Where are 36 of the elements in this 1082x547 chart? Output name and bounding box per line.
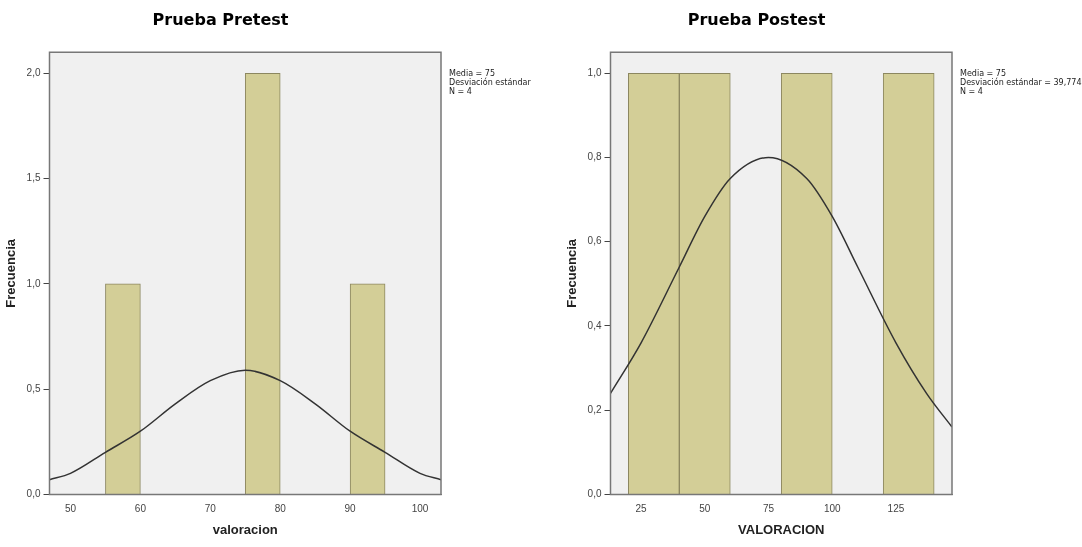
y-tick-label: 0,4 — [587, 319, 602, 331]
x-tick-label: 100 — [823, 503, 841, 515]
line-series — [49, 369, 441, 481]
y-tick-label: 0,0 — [587, 488, 602, 500]
chart-title: Prueba Pretest — [152, 9, 289, 29]
y-tick-label: 0,8 — [587, 151, 602, 163]
x-tick-label: 60 — [134, 503, 147, 515]
x-tick-label: 50 — [64, 503, 77, 515]
x-tick-label: 90 — [344, 503, 357, 515]
y-tick-label: 1,5 — [26, 172, 41, 184]
y-tick-label: 0,5 — [26, 382, 41, 394]
y-tick-label: 0,0 — [26, 488, 41, 500]
text: Desviación estándar — [449, 77, 532, 88]
text: Desviación estándar = 39,774 — [960, 77, 1082, 88]
y-tick-label: 0,2 — [587, 403, 602, 415]
text: N = 4 — [960, 87, 983, 97]
x-tick-label: 75 — [762, 503, 775, 515]
x-axis-title: VALORACION — [738, 521, 825, 537]
x-tick-label: 50 — [699, 503, 711, 515]
y-tick-label: 0,6 — [587, 235, 602, 247]
x-tick-label: 100 — [411, 503, 429, 515]
x-axis-title: valoracion — [212, 521, 278, 537]
line-series — [610, 156, 952, 428]
chart-title: Prueba Postest — [687, 9, 826, 29]
x-tick-label: 125 — [887, 503, 905, 515]
y-axis-title: Frecuencia — [3, 238, 19, 308]
y-tick-label: 2,0 — [26, 67, 41, 79]
text: N = 4 — [449, 87, 472, 97]
text: Media = 75 — [960, 69, 1006, 79]
x-tick-label: 25 — [635, 503, 648, 515]
text: Media = 75 — [449, 69, 495, 79]
x-tick-label: 70 — [204, 503, 217, 515]
x-tick-label: 80 — [274, 503, 287, 515]
y-tick-label: 1,0 — [587, 67, 602, 79]
y-tick-label: 1,0 — [26, 277, 41, 289]
y-axis-title: Frecuencia — [564, 238, 580, 308]
